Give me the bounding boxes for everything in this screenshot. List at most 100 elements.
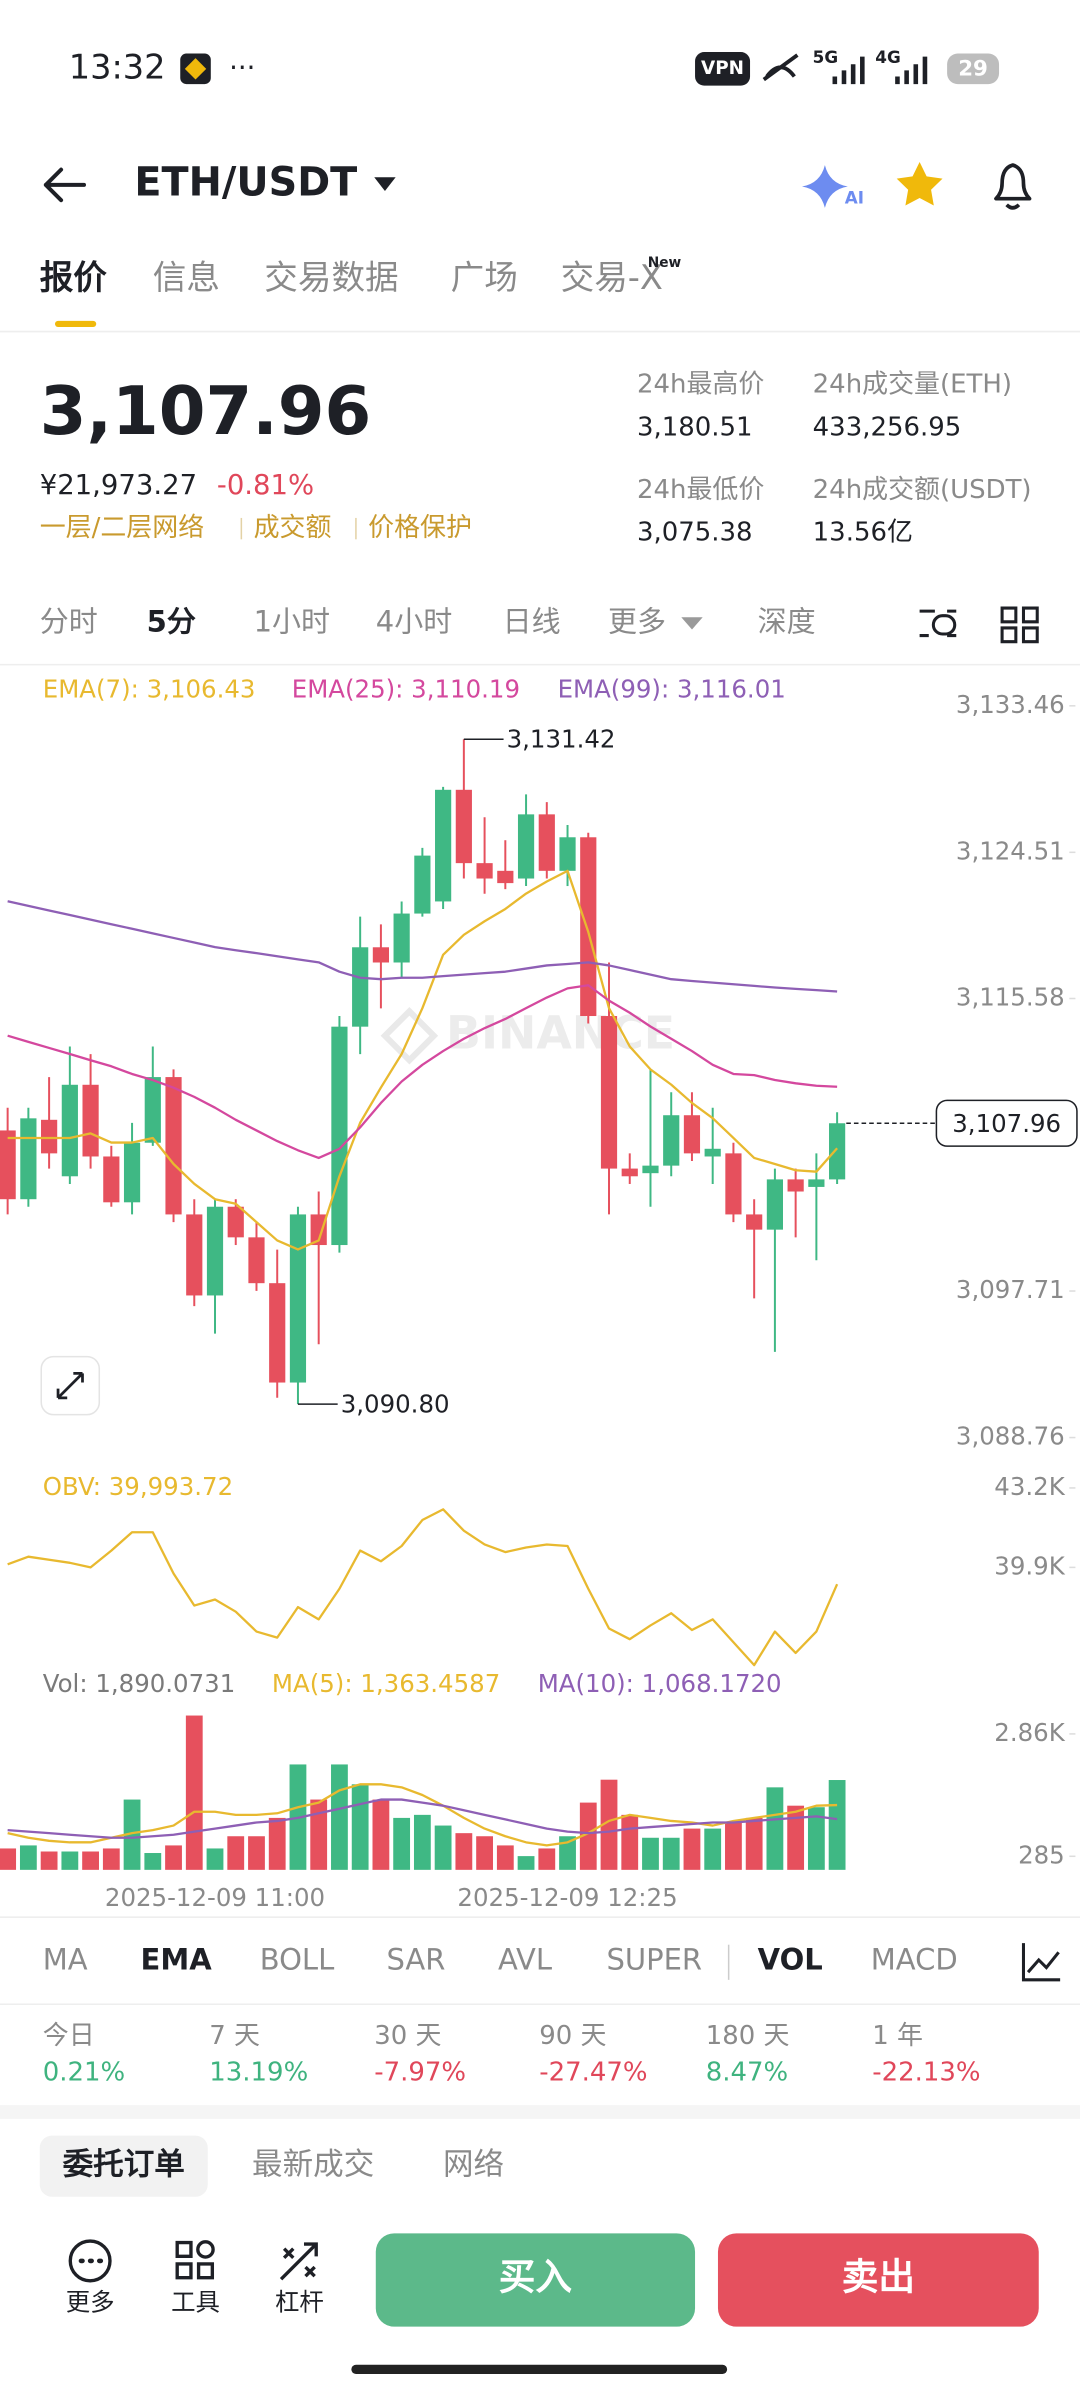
order-tab[interactable]: 网络	[443, 2148, 504, 2183]
candle-body	[414, 855, 431, 914]
period-change: 8.47%	[706, 2058, 788, 2088]
y-tick-label: 285	[1018, 1840, 1065, 1869]
sell-button[interactable]	[717, 2233, 1039, 2327]
candle-body	[621, 1168, 638, 1177]
candle-body	[206, 1206, 224, 1296]
candle-body	[497, 870, 514, 884]
mute-icon	[762, 53, 799, 82]
pair-title[interactable]: ETH/USDT	[134, 159, 357, 205]
stat-value: 433,256.95	[813, 412, 962, 442]
ai-button[interactable]	[801, 165, 848, 208]
indicator-settings[interactable]	[1021, 1943, 1061, 1982]
indicator-tab[interactable]: SUPER	[606, 1942, 702, 1976]
ema-line	[7, 900, 838, 993]
indicator-tab[interactable]: EMA	[141, 1942, 213, 1976]
vpn-badge	[695, 52, 751, 86]
more-icon	[68, 2239, 112, 2283]
price-change: -0.81%	[217, 469, 314, 501]
interval[interactable]: 深度	[758, 604, 816, 638]
indicator-tab[interactable]: MACD	[871, 1942, 958, 1976]
watermark-logo	[380, 1007, 439, 1065]
candle-body	[725, 1153, 742, 1215]
tab[interactable]: 交易-X	[561, 258, 663, 297]
interval[interactable]: 5分	[147, 604, 196, 638]
candle-body	[787, 1179, 804, 1192]
tab[interactable]: 广场	[451, 258, 518, 297]
layout-button[interactable]	[1000, 606, 1039, 644]
candle-body	[538, 814, 555, 871]
volume-bar	[766, 1787, 784, 1870]
pair-dropdown[interactable]	[374, 177, 396, 192]
volume-bar	[248, 1836, 265, 1870]
home-indicator	[351, 2364, 728, 2374]
back-button[interactable]	[43, 167, 87, 203]
battery	[947, 53, 1000, 85]
candle-body	[683, 1115, 701, 1154]
volume-bar	[310, 1799, 328, 1870]
ticker-link[interactable]: 一层/二层网络	[40, 513, 205, 543]
stat-value: 13.56亿	[813, 518, 913, 548]
ticker-link[interactable]: 成交额	[254, 513, 332, 543]
y-tick-label: 3,115.58	[956, 983, 1065, 1012]
buy-button[interactable]	[375, 2233, 696, 2327]
volume-bar	[559, 1836, 576, 1870]
indicator-tab[interactable]: VOL	[758, 1942, 823, 1976]
tab-indicator	[54, 320, 97, 327]
tools-icon-circle	[196, 2240, 215, 2259]
volume-ma-line	[7, 1798, 838, 1839]
candle-body	[20, 1118, 37, 1200]
performance: 今日 0.21% 7 天 13.19% 30 天 -7.97% 90 天 -27.47% 180…	[43, 2021, 981, 2088]
indicator-tab[interactable]: MA	[43, 1942, 88, 1976]
indicator-tab[interactable]: SAR	[386, 1942, 445, 1976]
volume-bar	[165, 1845, 182, 1870]
action-label[interactable]: 更多	[66, 2288, 115, 2317]
period-label: 1 年	[872, 2021, 923, 2051]
candle-body	[766, 1179, 783, 1230]
signal-1	[832, 56, 865, 85]
action-label[interactable]: 杠杆	[275, 2288, 324, 2317]
volume-bar	[331, 1764, 348, 1870]
low-label: 3,090.80	[341, 1390, 450, 1419]
interval[interactable]: 日线	[503, 604, 561, 638]
interval[interactable]: 1小时	[254, 604, 331, 638]
interval[interactable]: 4小时	[376, 604, 453, 638]
order-tab[interactable]: 最新成交	[252, 2148, 374, 2183]
alert-button[interactable]	[994, 163, 1032, 210]
y-tick-label: 39.9K	[994, 1551, 1065, 1580]
tab[interactable]: 交易数据	[264, 258, 398, 297]
candle-body	[103, 1156, 120, 1203]
y-tick-label: 3,124.51	[956, 836, 1065, 865]
stat-label: 24h成交额(USDT)	[813, 475, 1032, 505]
volume-bar	[434, 1825, 452, 1870]
y-tick-label: 43.2K	[994, 1472, 1065, 1501]
ticker-link[interactable]: 价格保护	[368, 513, 472, 543]
candle-body	[227, 1206, 244, 1238]
candle-body	[248, 1237, 265, 1284]
interval[interactable]: 分时	[40, 604, 98, 638]
indicator-tab[interactable]: BOLL	[260, 1942, 335, 1976]
volume-bar	[19, 1845, 37, 1870]
order-tab[interactable]: 委托订单	[63, 2148, 185, 2183]
stat-label: 24h最低价	[637, 475, 764, 505]
indicator-tab[interactable]: AVL	[498, 1942, 553, 1976]
volume-bar	[61, 1851, 79, 1870]
period-change: 0.21%	[43, 2058, 125, 2088]
interval[interactable]: 更多	[608, 604, 666, 638]
period-label: 180 天	[706, 2021, 790, 2051]
stat-value: 3,180.51	[637, 412, 753, 442]
tab[interactable]: 报价	[40, 258, 108, 297]
favorite-button[interactable]	[896, 162, 943, 206]
candle-body	[144, 1077, 161, 1143]
ticker-stats: 24h最高价 3,180.51 24h成交量(ETH) 433,256.95 24h最低…	[637, 370, 1032, 548]
legend-entry: EMA(7): 3,106.43	[43, 675, 256, 704]
signal-2	[895, 56, 928, 85]
legend-entry: EMA(25): 3,110.19	[292, 675, 520, 704]
sell-label: 卖出	[842, 2256, 915, 2299]
y-tick-label: 2.86K	[994, 1718, 1065, 1747]
chart-settings[interactable]	[919, 609, 957, 638]
action-label[interactable]: 工具	[171, 2288, 220, 2317]
tab[interactable]: 信息	[153, 258, 220, 297]
ema-line	[7, 984, 838, 1160]
buy-label: 买入	[499, 2256, 573, 2299]
candle-body	[517, 814, 535, 879]
